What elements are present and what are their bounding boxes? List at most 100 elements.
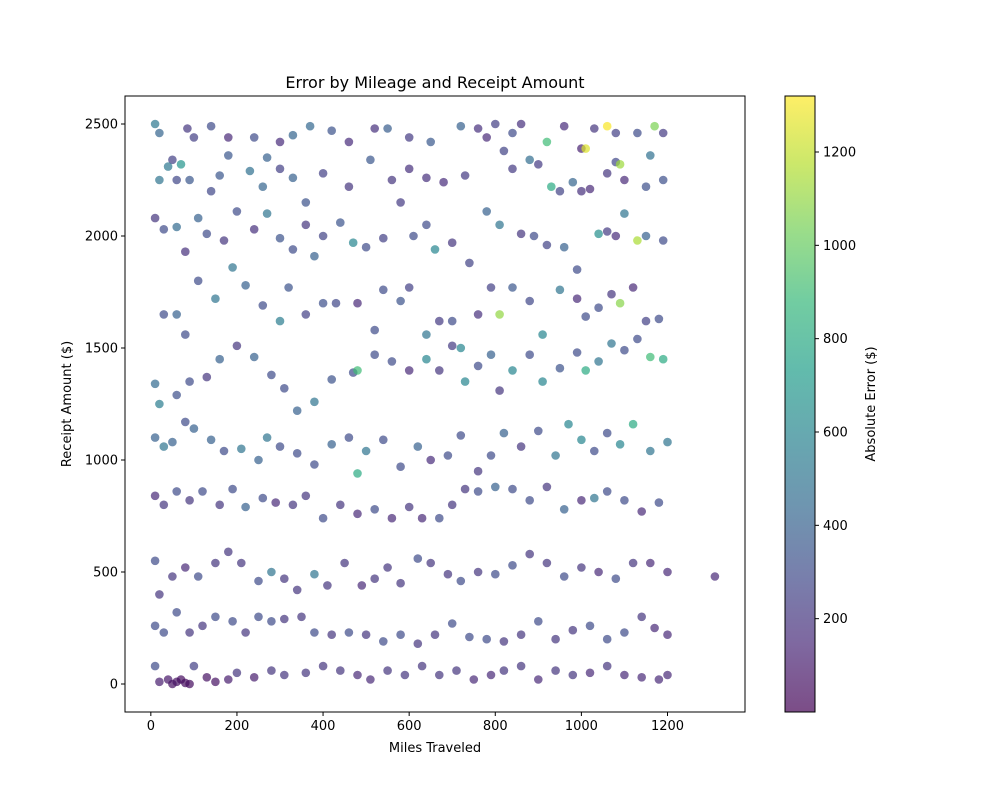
data-point	[404, 502, 414, 512]
x-tick-label: 1000	[565, 719, 598, 734]
data-point	[254, 612, 263, 622]
data-point	[620, 670, 629, 680]
data-point	[215, 500, 224, 510]
data-point	[396, 462, 405, 472]
data-point	[658, 236, 668, 245]
data-point	[353, 469, 362, 478]
data-point	[159, 442, 169, 451]
data-point	[542, 558, 552, 568]
data-point	[551, 666, 560, 675]
data-point	[262, 153, 272, 162]
data-point	[534, 675, 543, 684]
data-point	[426, 455, 436, 465]
data-point	[482, 133, 492, 142]
chart-title: Error by Mileage and Receipt Amount	[285, 73, 584, 92]
data-point	[426, 137, 436, 147]
data-point	[150, 661, 160, 671]
colorbar-label: Absolute Error ($)	[864, 346, 879, 461]
data-point	[460, 171, 470, 180]
data-point	[211, 612, 220, 622]
data-point	[383, 666, 392, 675]
data-point	[155, 175, 164, 185]
data-point	[150, 433, 160, 442]
data-point	[150, 491, 160, 501]
data-point	[383, 563, 392, 572]
data-point	[435, 670, 444, 680]
data-point	[318, 298, 328, 308]
data-point	[348, 238, 358, 247]
data-point	[219, 236, 229, 245]
data-point	[370, 124, 380, 133]
data-point	[301, 668, 311, 678]
data-point	[585, 621, 595, 631]
data-point	[654, 498, 664, 507]
data-point	[206, 435, 216, 445]
data-point	[155, 399, 164, 409]
data-point	[534, 160, 543, 169]
data-point	[301, 220, 311, 230]
data-point	[310, 628, 319, 637]
data-point	[310, 460, 319, 469]
data-point	[482, 207, 492, 216]
data-point	[198, 621, 207, 631]
data-point	[262, 209, 272, 218]
data-point	[628, 419, 638, 429]
data-point	[336, 218, 345, 227]
data-point	[150, 379, 160, 389]
data-point	[280, 614, 289, 624]
data-point	[577, 186, 586, 196]
data-point	[297, 612, 306, 622]
y-tick-label: 1500	[85, 342, 118, 357]
data-point	[534, 426, 543, 436]
data-point	[602, 169, 612, 178]
y-tick-label: 500	[93, 566, 118, 581]
data-point	[228, 617, 237, 626]
data-point	[275, 316, 285, 326]
x-tick-label: 400	[311, 719, 336, 734]
data-point	[663, 567, 672, 577]
data-point	[288, 245, 298, 254]
x-tick-label: 600	[397, 719, 422, 734]
plot-frame	[124, 95, 746, 713]
data-point	[292, 406, 302, 416]
data-point	[159, 500, 169, 510]
data-point	[232, 668, 242, 678]
data-point	[241, 502, 250, 512]
data-point	[245, 166, 255, 176]
data-point	[435, 316, 444, 326]
data-point	[181, 563, 190, 572]
data-point	[404, 133, 414, 142]
data-point	[525, 296, 534, 306]
data-point	[318, 169, 328, 178]
data-point	[318, 513, 328, 523]
points-layer	[150, 119, 720, 689]
data-point	[555, 363, 565, 373]
data-point	[637, 673, 646, 682]
data-point	[318, 661, 328, 671]
data-point	[447, 316, 457, 326]
data-point	[275, 233, 285, 243]
data-point	[654, 314, 664, 324]
data-point	[249, 133, 259, 142]
data-point	[172, 487, 181, 496]
data-point	[581, 312, 590, 321]
data-point	[344, 628, 354, 637]
x-tick-label: 800	[483, 719, 508, 734]
data-point	[508, 283, 517, 292]
data-point	[473, 361, 483, 371]
data-point	[159, 310, 169, 319]
data-point	[577, 496, 586, 505]
data-point	[224, 133, 233, 142]
y-tick-label: 0	[110, 678, 118, 693]
data-point	[516, 661, 526, 671]
data-point	[241, 628, 250, 637]
data-point	[430, 630, 440, 639]
data-point	[547, 182, 556, 191]
data-point	[633, 236, 642, 245]
data-point	[271, 498, 281, 507]
data-point	[568, 670, 578, 680]
data-point	[473, 487, 483, 496]
data-point	[353, 509, 362, 519]
data-point	[663, 670, 672, 680]
data-point	[344, 433, 354, 442]
